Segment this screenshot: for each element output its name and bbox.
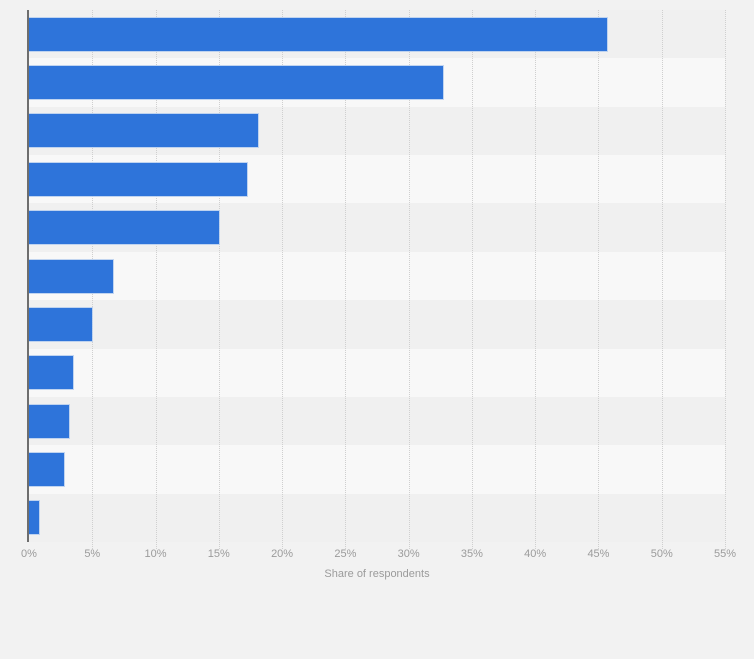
x-tick-label: 25% xyxy=(334,548,357,560)
bar xyxy=(29,66,443,100)
x-tick-label: 0% xyxy=(21,548,37,560)
x-tick-label: 15% xyxy=(207,548,230,560)
x-tick-label: 30% xyxy=(397,548,420,560)
x-tick-label: 10% xyxy=(144,548,167,560)
bar xyxy=(29,452,65,486)
x-axis-title: Share of respondents xyxy=(324,568,430,580)
x-tick-label: 20% xyxy=(271,548,294,560)
row-stripe xyxy=(29,396,725,446)
x-tick-label: 5% xyxy=(84,548,101,560)
gridline xyxy=(725,10,726,549)
x-tick-label: 40% xyxy=(524,548,547,560)
bar xyxy=(29,307,93,341)
bar xyxy=(29,211,219,245)
bar xyxy=(29,501,40,535)
x-tick-label: 50% xyxy=(650,548,673,560)
row-stripe xyxy=(29,251,725,301)
row-stripe xyxy=(29,348,725,397)
bar-series xyxy=(29,10,725,542)
bar xyxy=(29,17,608,51)
row-stripe xyxy=(29,300,725,349)
bar xyxy=(29,356,74,390)
row-stripe xyxy=(29,445,725,494)
y-axis-line xyxy=(27,10,29,542)
row-stripe xyxy=(29,493,725,542)
x-tick-label: 45% xyxy=(587,548,610,560)
x-tick-label: 55% xyxy=(713,548,737,560)
bar xyxy=(29,114,259,148)
bar xyxy=(29,259,113,293)
x-axis-tick-labels: 0% 5% 10% 15% 20% 25% 30% 35% 40% 45% 50% 55% xyxy=(21,548,736,562)
bar xyxy=(29,162,247,196)
x-tick-label: 35% xyxy=(460,548,483,560)
bar xyxy=(29,404,70,438)
plot-area xyxy=(27,10,726,549)
